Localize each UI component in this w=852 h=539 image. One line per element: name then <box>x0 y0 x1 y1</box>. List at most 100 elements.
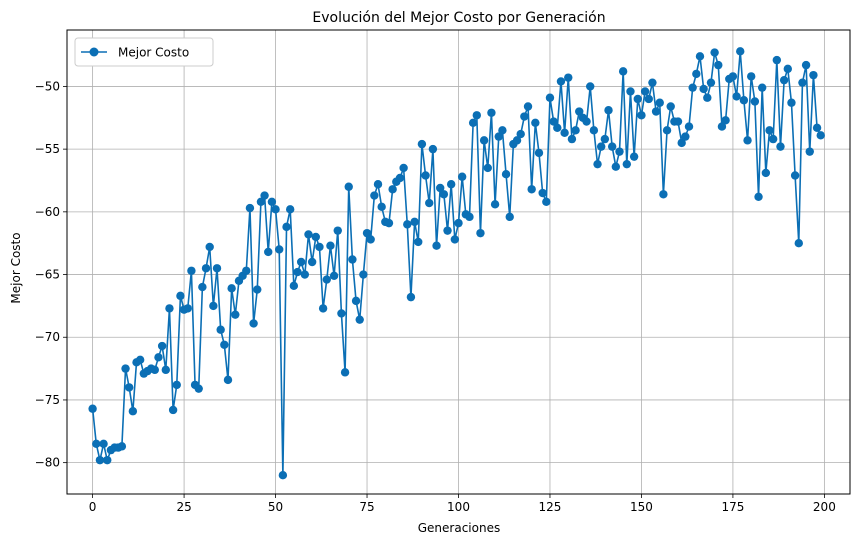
data-point <box>227 284 236 293</box>
data-point <box>267 197 277 207</box>
data-point <box>168 405 178 415</box>
x-tick-label: 75 <box>359 500 374 514</box>
data-point <box>648 78 657 87</box>
data-point <box>355 315 364 324</box>
y-tick-label: −75 <box>35 393 60 407</box>
data-point <box>655 98 664 107</box>
data-point <box>516 129 525 139</box>
data-point <box>344 182 353 191</box>
data-point <box>604 106 613 115</box>
data-point <box>662 126 672 135</box>
data-point <box>681 132 690 141</box>
data-point <box>659 190 668 199</box>
data-point <box>787 98 796 107</box>
x-axis: 0 25 50 75 100 125 150 175 200 <box>89 494 836 514</box>
data-point <box>216 325 225 334</box>
data-point <box>399 163 408 173</box>
x-tick-label: 0 <box>89 500 97 514</box>
data-point <box>739 96 749 105</box>
data-point <box>794 238 803 248</box>
data-point <box>761 168 771 178</box>
data-point <box>801 60 811 70</box>
data-point <box>223 375 233 385</box>
data-point <box>351 296 361 306</box>
data-point <box>721 116 730 125</box>
data-point <box>103 455 112 465</box>
data-point <box>362 228 372 238</box>
data-point <box>209 301 218 311</box>
data-point <box>582 117 591 126</box>
data-point <box>370 191 379 200</box>
legend: Mejor Costo <box>74 37 214 67</box>
data-point <box>538 188 547 198</box>
data-point <box>754 192 763 201</box>
data-point <box>629 152 639 161</box>
data-point <box>220 340 229 349</box>
data-point <box>117 442 127 451</box>
data-point <box>348 255 357 264</box>
data-point <box>490 200 500 209</box>
data-point <box>640 87 650 96</box>
data-point <box>465 212 474 222</box>
data-point <box>410 217 419 227</box>
data-point <box>395 173 405 183</box>
data-point <box>245 203 255 213</box>
data-point <box>289 281 299 291</box>
legend-box <box>74 37 214 67</box>
data-point <box>172 380 181 390</box>
data-point <box>278 470 288 480</box>
data-point <box>607 142 617 151</box>
data-point <box>571 126 580 135</box>
data-point <box>417 139 427 149</box>
data-point <box>757 83 767 92</box>
data-point <box>560 128 569 138</box>
data-point <box>472 111 481 120</box>
data-point <box>388 185 397 194</box>
data-point <box>428 144 438 154</box>
data-point <box>161 365 170 375</box>
data-point <box>95 455 105 465</box>
chart-title: Evolución del Mejor Costo por Generación <box>312 10 605 26</box>
data-point <box>194 384 203 393</box>
data-point <box>135 355 145 365</box>
data-point <box>304 230 313 239</box>
data-point <box>783 64 792 74</box>
data-point <box>322 275 331 284</box>
data-point <box>556 77 566 86</box>
data-point <box>432 241 441 250</box>
data-point <box>714 60 723 70</box>
x-axis-label: Generaciones <box>418 521 500 535</box>
data-point <box>750 97 760 106</box>
data-point <box>596 142 606 151</box>
data-point <box>534 148 544 158</box>
data-point <box>593 159 602 169</box>
data-point <box>633 94 642 104</box>
data-point <box>736 47 745 56</box>
data-point <box>586 82 595 91</box>
data-point <box>414 237 423 247</box>
data-point <box>457 172 467 181</box>
data-point <box>439 190 449 199</box>
data-point <box>618 67 628 76</box>
data-point <box>198 282 207 292</box>
data-point <box>512 136 522 145</box>
data-point <box>692 69 701 79</box>
legend-label: Mejor Costo <box>118 46 189 60</box>
legend-marker-icon <box>89 47 99 57</box>
data-point <box>384 218 394 228</box>
data-point <box>271 205 280 214</box>
data-point <box>476 228 485 238</box>
data-point <box>542 197 551 207</box>
series-layer <box>88 47 825 480</box>
data-point <box>150 365 160 375</box>
data-point <box>611 162 621 171</box>
data-point <box>728 72 738 81</box>
data-point <box>622 159 632 169</box>
data-point <box>446 180 456 189</box>
y-tick-label: −80 <box>35 456 60 470</box>
data-point <box>296 257 306 267</box>
data-point <box>436 183 445 193</box>
y-tick-label: −50 <box>35 79 60 93</box>
data-point <box>684 122 694 131</box>
data-point <box>92 439 101 449</box>
